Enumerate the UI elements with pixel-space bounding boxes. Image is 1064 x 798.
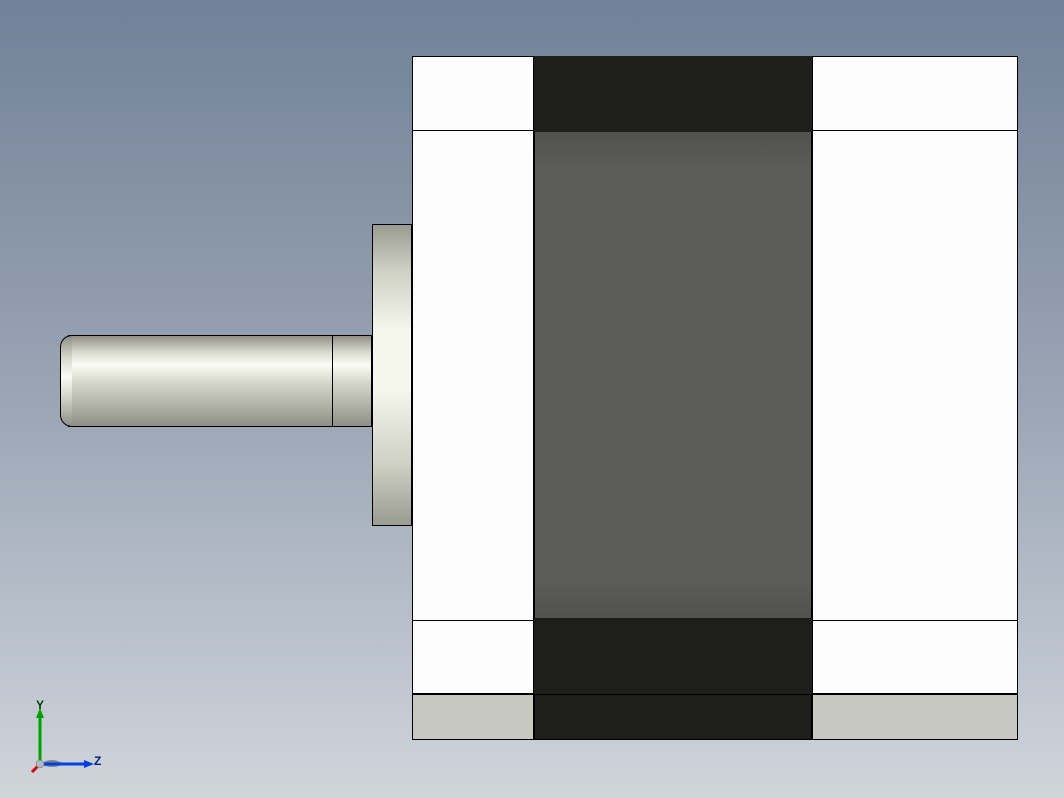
rear-plate-bottom-edge <box>812 620 1018 621</box>
front-plate-bottom-edge <box>412 620 534 621</box>
top-corner-band <box>534 56 812 132</box>
front-plate-bottom-face <box>412 694 534 740</box>
bottom-corner-band <box>534 618 812 694</box>
triad-origin-dot <box>36 760 44 768</box>
shaft-end-face <box>60 335 72 427</box>
mid-body-bottom-face <box>534 694 812 740</box>
rear-end-plate <box>812 56 1018 694</box>
output-shaft <box>68 335 372 427</box>
triad-z-label: Z <box>94 754 101 768</box>
rear-plate-top-edge <box>812 130 1018 131</box>
coordinate-triad[interactable]: Y Z <box>22 702 102 782</box>
front-plate-top-edge <box>412 130 534 131</box>
shaft-boss <box>372 224 412 526</box>
shaft-keyflat-edge <box>332 335 333 427</box>
cad-viewport[interactable]: Y Z <box>0 0 1064 798</box>
mid-body <box>534 56 812 694</box>
triad-z-arrow <box>84 760 94 768</box>
front-end-plate <box>412 56 534 694</box>
triad-y-label: Y <box>36 698 44 712</box>
rear-plate-bottom-face <box>812 694 1018 740</box>
